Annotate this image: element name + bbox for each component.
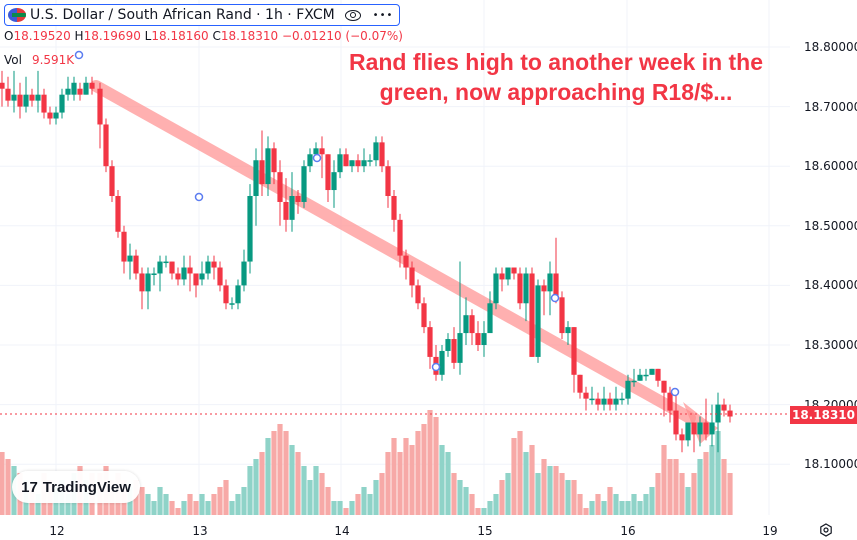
- high-label: H: [74, 29, 84, 43]
- symbol-selector[interactable]: U.S. Dollar / South African Rand · 1h · …: [4, 4, 401, 26]
- low-label: L: [144, 29, 152, 43]
- eye-icon[interactable]: [344, 9, 361, 21]
- time-tick: 12: [49, 524, 65, 538]
- low-value: 18.18160: [151, 29, 209, 43]
- price-tick: 18.30000: [804, 338, 857, 352]
- tradingview-mark-icon: 17: [21, 478, 38, 496]
- last-price-badge: 18.18310: [790, 406, 857, 424]
- event-markers[interactable]: [74, 50, 680, 397]
- settings-gear-icon[interactable]: [819, 523, 833, 537]
- usd-zar-flag-icon: [8, 8, 26, 22]
- tradingview-logo-text: TradingView: [42, 478, 131, 496]
- ohlc-values: O18.19520 H18.19690 L18.18160 C18.18310 …: [4, 29, 403, 43]
- time-tick: 15: [477, 524, 493, 538]
- volume-label: Vol: [4, 53, 22, 67]
- symbol-title: U.S. Dollar / South African Rand · 1h · …: [30, 7, 335, 23]
- price-tick: 18.40000: [804, 278, 857, 292]
- more-icon[interactable]: •••: [372, 9, 394, 21]
- time-tick: 13: [192, 524, 208, 538]
- volume-legend: Vol 9.591K: [4, 53, 403, 67]
- price-tick: 18.10000: [804, 457, 857, 471]
- change-value: −0.01210 (−0.07%): [281, 29, 403, 43]
- open-value: 18.19520: [13, 29, 71, 43]
- candlesticks: [0, 70, 733, 453]
- volume-value: 9.591K: [31, 53, 75, 67]
- time-tick: 19: [762, 524, 778, 538]
- price-tick: 18.50000: [804, 219, 857, 233]
- time-tick: 14: [334, 524, 350, 538]
- price-tick: 18.70000: [804, 100, 857, 114]
- grid-lines: [0, 0, 790, 515]
- tradingview-logo[interactable]: 17 TradingView: [12, 471, 140, 503]
- price-tick: 18.80000: [804, 40, 857, 54]
- open-label: O: [4, 29, 14, 43]
- chart-legend: U.S. Dollar / South African Rand · 1h · …: [4, 4, 403, 67]
- close-label: C: [212, 29, 221, 43]
- close-value: 18.18310: [220, 29, 279, 43]
- headline-annotation[interactable]: Rand flies high to another week in the g…: [348, 49, 764, 105]
- high-value: 18.19690: [83, 29, 141, 43]
- price-tick: 18.60000: [804, 159, 857, 173]
- time-tick: 16: [620, 524, 636, 538]
